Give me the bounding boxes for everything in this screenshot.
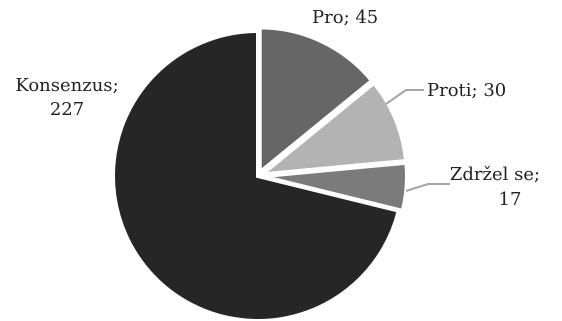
pie-slices — [111, 25, 409, 321]
label-pro-name: Pro — [312, 7, 344, 28]
leader-line-proti — [385, 89, 424, 105]
label-proti-sep: ; — [472, 80, 484, 101]
label-proti-value: 30 — [483, 80, 506, 101]
pie-slice-proti — [255, 79, 409, 178]
pie-slice-pro — [257, 25, 375, 177]
label-zdrzel: Zdržel se; — [450, 164, 540, 185]
pie-slice-zdrzel-se — [261, 160, 409, 214]
label-konsenzus-name: Konsenzus — [15, 75, 112, 96]
label-zdrzel-value: 17 — [499, 189, 522, 210]
pie-slice-konsenzus — [111, 28, 402, 321]
label-pro-sep: ; — [344, 7, 356, 28]
label-proti-name: Proti — [427, 80, 472, 101]
label-konsenzus-sep: ; — [113, 75, 119, 96]
label-konsenzus-value: 227 — [50, 99, 84, 120]
leader-line-zdrzel — [405, 183, 450, 192]
label-zdrzel-sep: ; — [534, 164, 540, 185]
label-pro: Pro; 45 — [312, 7, 378, 28]
label-konsenzus: Konsenzus; — [15, 75, 118, 96]
label-zdrzel-name: Zdržel se — [450, 164, 534, 185]
label-pro-value: 45 — [355, 7, 378, 28]
label-proti: Proti; 30 — [427, 80, 506, 101]
